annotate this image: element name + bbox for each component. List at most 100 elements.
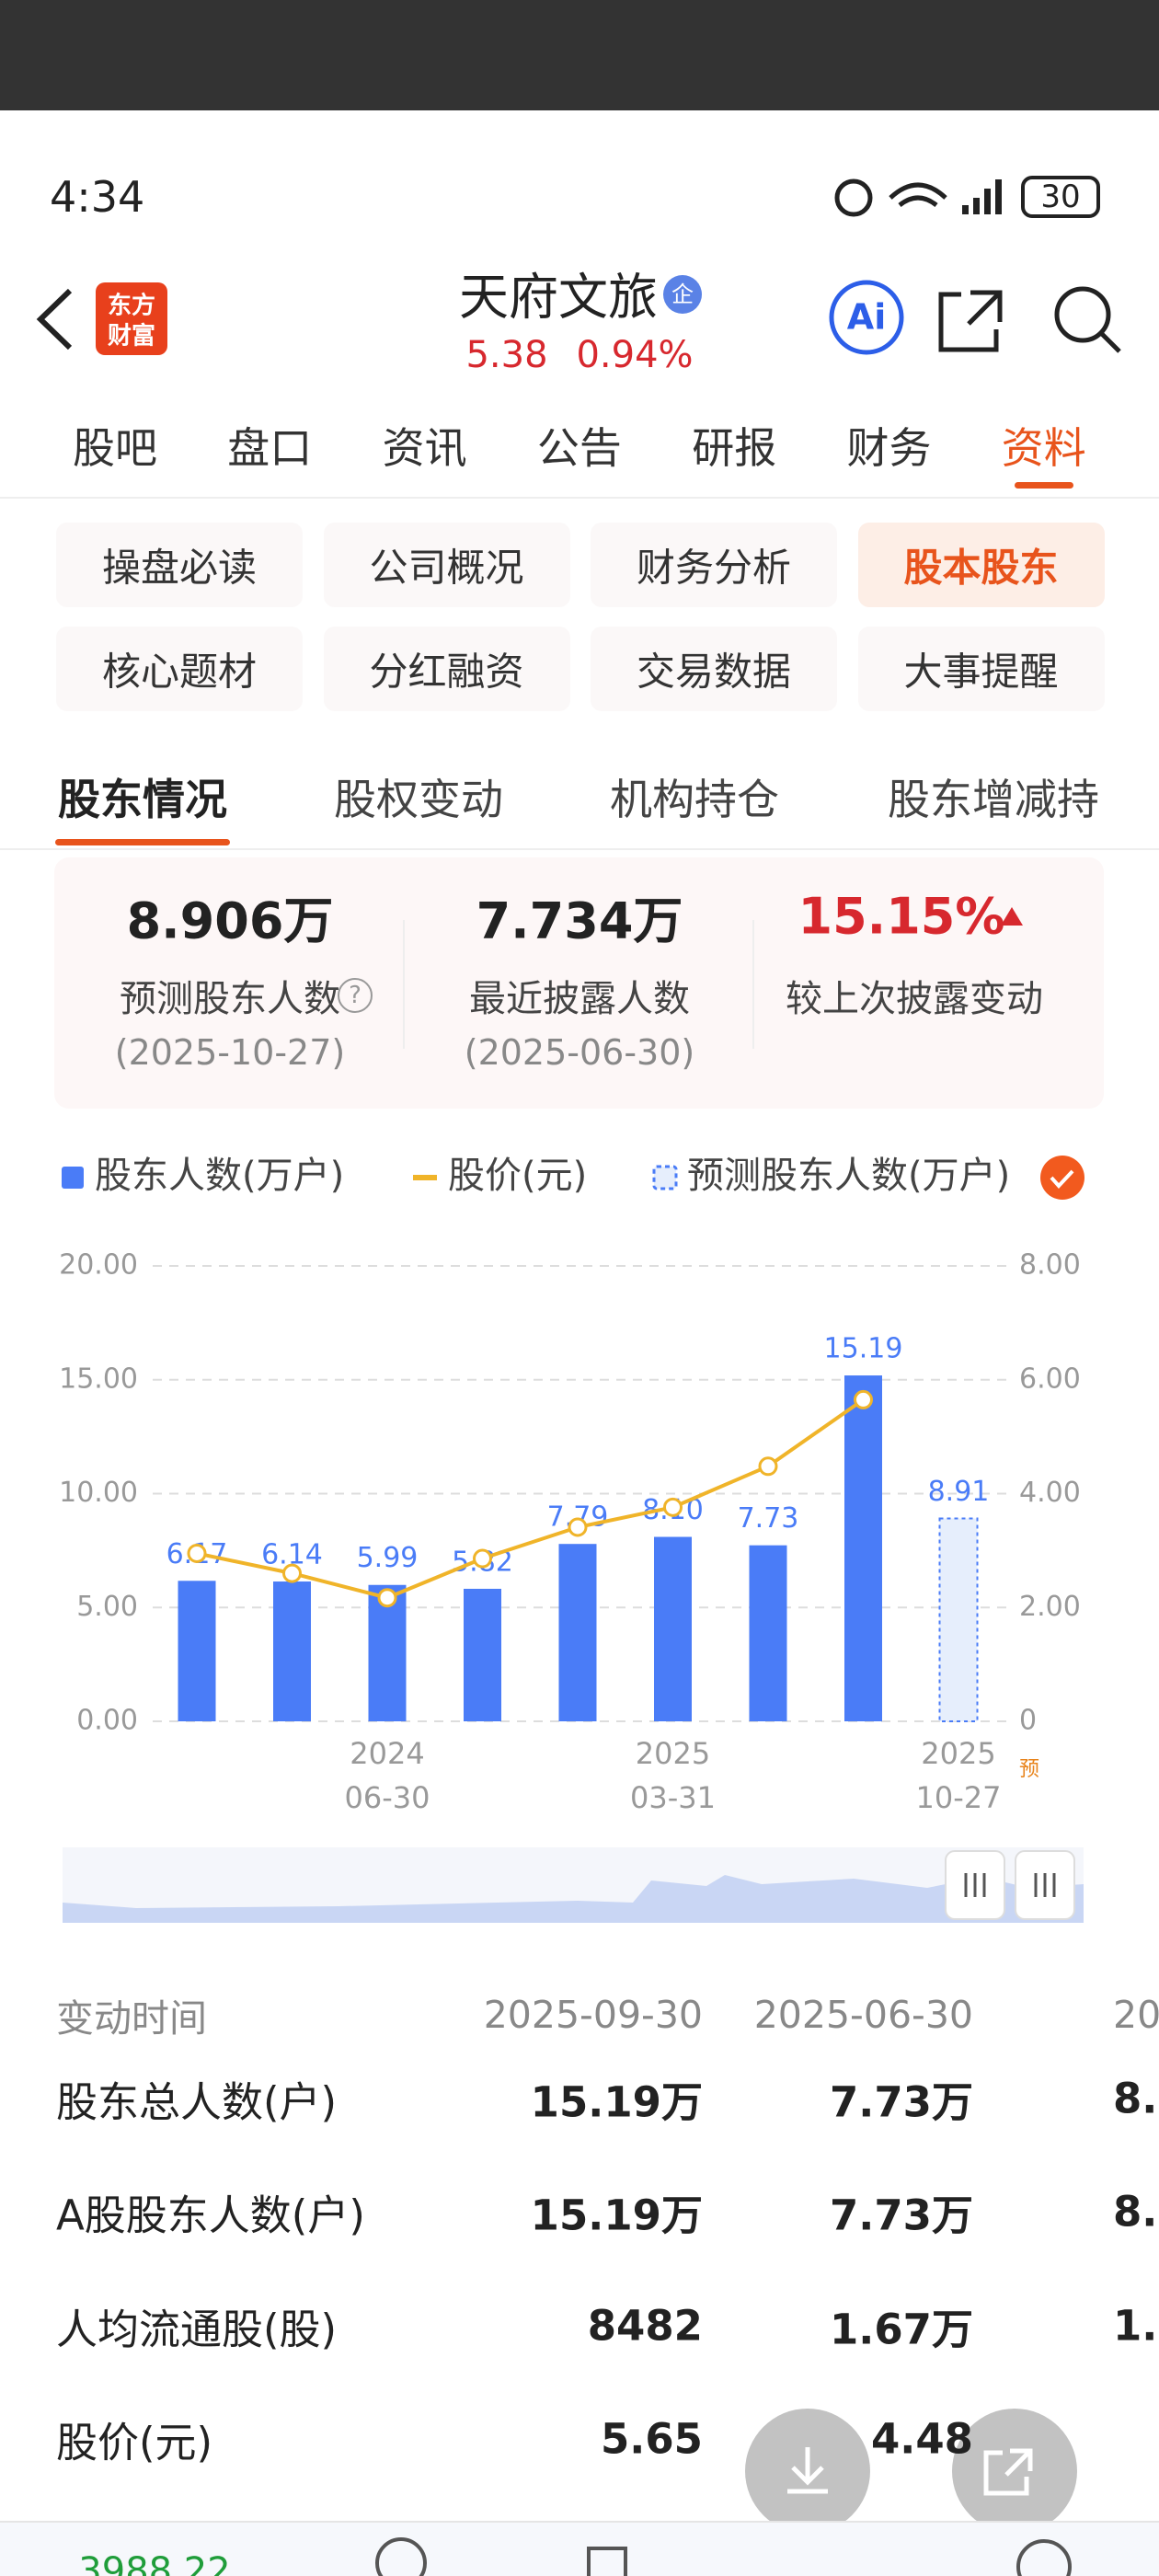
row-label: 股东总人数(户) <box>56 2077 338 2127</box>
up-arrow <box>1001 907 1023 926</box>
table-cell[interactable]: 8. <box>1113 2074 1158 2123</box>
y-tick-label: 0.00 <box>76 1705 138 1737</box>
summary-label: 最近披露人数 <box>469 978 690 1020</box>
sub-tab[interactable]: 机构持仓 <box>610 775 779 824</box>
legend-label: 股价(元) <box>448 1155 587 1197</box>
forecast-bar <box>938 1517 979 1723</box>
feature-button[interactable]: 公司概况 <box>369 545 524 591</box>
tab-underline[interactable] <box>1014 482 1073 489</box>
top-frame <box>0 0 1159 110</box>
summary-date: (2025-10-27) <box>114 1032 346 1073</box>
nav-tab[interactable]: 财务 <box>846 423 932 473</box>
logo: 东方 财富 <box>96 282 167 355</box>
summary-label: 预测股东人数 <box>120 978 340 1020</box>
price: 5.38 <box>465 334 548 376</box>
divider <box>0 497 1159 499</box>
feature-button[interactable]: 股本股东 <box>903 545 1059 591</box>
feature-button[interactable]: 核心题材 <box>101 649 258 695</box>
table-cell[interactable]: 8482 <box>587 2301 703 2351</box>
y-tick-label: 15.00 <box>59 1363 138 1395</box>
button-bg[interactable] <box>56 523 303 607</box>
status-icons <box>834 176 1100 218</box>
x-tick-label: 2025 10-27 <box>915 1736 1002 1815</box>
badge: 企 <box>663 275 702 314</box>
legend-marker <box>652 1165 678 1190</box>
table-header[interactable]: 变动时间 <box>56 1996 207 2041</box>
summary-value: 7.734万 <box>476 891 683 950</box>
logo-text: 东方 <box>107 292 156 320</box>
divider <box>752 920 754 1049</box>
value-label: 5.99 <box>357 1542 419 1574</box>
feature-button[interactable]: 操盘必读 <box>101 545 258 591</box>
value-label: 7.73 <box>738 1502 799 1535</box>
nav-tab[interactable]: 公告 <box>536 423 622 473</box>
nav-tab[interactable]: 盘口 <box>227 423 313 473</box>
tab-underline[interactable] <box>55 839 230 845</box>
legend-marker <box>62 1167 84 1189</box>
table-cell[interactable]: 4.48 <box>870 2414 973 2464</box>
feature-button[interactable]: 大事提醒 <box>903 649 1059 695</box>
header-icons[interactable]: Ai <box>823 276 1127 359</box>
summary-card <box>54 857 1104 1109</box>
button-bg[interactable] <box>323 627 570 711</box>
button-bg[interactable] <box>857 627 1105 711</box>
divider <box>403 920 405 1049</box>
bottom-area <box>0 2409 1159 2576</box>
button-bg[interactable] <box>323 523 570 607</box>
nav-tab[interactable]: 研报 <box>692 423 777 473</box>
summary-date: (2025-06-30) <box>464 1032 695 1073</box>
value-label: 8.91 <box>928 1476 990 1508</box>
battery: 30 <box>1040 178 1081 215</box>
chart: 0.00 5.00 10.00 15.00 20.00 0 2.00 4.00 6.00 8.00… <box>59 1155 1084 1737</box>
row-label: 股价(元) <box>56 2418 213 2467</box>
bar <box>464 1588 501 1721</box>
table-cell[interactable]: 15.19万 <box>530 2077 703 2127</box>
button-bg[interactable] <box>857 523 1105 607</box>
table-cell[interactable]: 8. <box>1113 2187 1158 2237</box>
y-tick-label: 20.00 <box>59 1249 138 1282</box>
feature-button[interactable]: 财务分析 <box>636 545 792 591</box>
back-button[interactable] <box>33 287 79 351</box>
row-label: A股股东人数(户) <box>56 2191 365 2240</box>
nav-tab[interactable]: 资讯 <box>382 423 467 473</box>
y2-tick-label: 8.00 <box>1019 1249 1081 1282</box>
table-header[interactable]: 2025-0 <box>1113 1993 1159 2037</box>
legend-toggle[interactable] <box>1040 1156 1084 1200</box>
button-bg[interactable] <box>591 627 837 711</box>
sub-tab[interactable]: 股东情况 <box>58 775 227 824</box>
sub-tab[interactable]: 股权变动 <box>334 775 503 824</box>
button-bg[interactable] <box>591 523 837 607</box>
price-point <box>854 1389 873 1409</box>
feature-button[interactable]: 分红融资 <box>369 649 524 695</box>
legend-label: 股东人数(万户) <box>95 1155 344 1197</box>
logo-text: 财富 <box>107 322 156 351</box>
bar <box>178 1581 216 1721</box>
table-cell[interactable]: 7.73万 <box>829 2077 973 2127</box>
price-point <box>473 1548 492 1569</box>
stock-title: 天府文旅 <box>459 268 658 327</box>
value-label: 15.19 <box>824 1333 903 1365</box>
price-point <box>758 1456 778 1477</box>
nav-tab[interactable]: 资料 <box>1001 423 1086 473</box>
table-header[interactable]: 2025-09-30 <box>483 1993 703 2037</box>
time: 4:34 <box>50 172 145 222</box>
table-cell[interactable]: 7.73万 <box>829 2191 973 2240</box>
range-slider[interactable] <box>63 1847 1084 1923</box>
table-cell[interactable]: 5.65 <box>600 2414 703 2464</box>
x-tick-label: 2024 06-30 <box>344 1736 430 1815</box>
change: 0.94% <box>576 334 694 376</box>
sub-tab[interactable]: 股东增减持 <box>888 775 1099 824</box>
table-cell[interactable]: 1.67万 <box>829 2305 973 2354</box>
y-tick-label: 5.00 <box>76 1591 138 1623</box>
button-bg[interactable] <box>56 627 303 711</box>
table-header[interactable]: 2025-06-30 <box>753 1993 973 2037</box>
table-cell[interactable]: 1. <box>1113 2301 1158 2351</box>
summary-value: 15.15% <box>798 887 1005 946</box>
y2-tick-label: 2.00 <box>1019 1591 1081 1623</box>
nav-tab[interactable]: 股吧 <box>73 423 157 473</box>
check <box>1050 1169 1074 1189</box>
feature-button[interactable]: 交易数据 <box>636 649 792 695</box>
price-line <box>196 1397 865 1600</box>
table-cell[interactable]: 15.19万 <box>530 2191 703 2240</box>
bar <box>654 1536 692 1721</box>
